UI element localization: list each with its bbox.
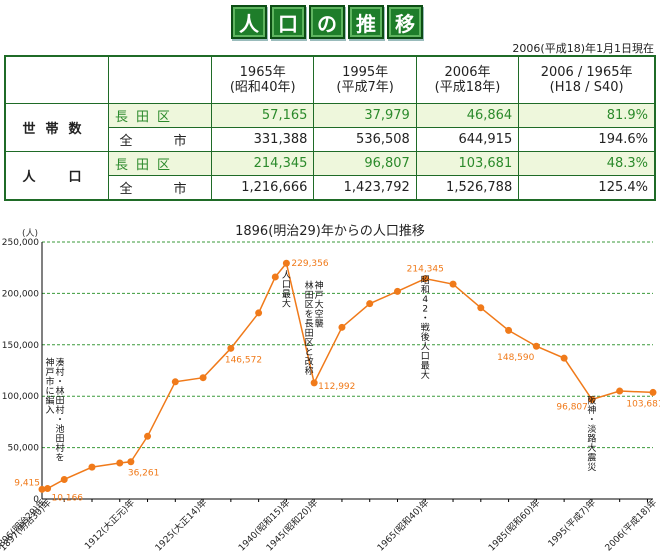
- data-label: 103,681: [626, 399, 660, 409]
- column-header: 1995年 (平成7年): [313, 55, 417, 104]
- data-label: 229,356: [291, 259, 328, 269]
- as-of-date: 2006(平成18)年1月1日現在: [512, 42, 654, 55]
- table-cell: 57,165: [210, 103, 315, 128]
- table-cell: 1,216,666: [210, 175, 315, 201]
- population-table: 1965年 (昭和40年) 1995年 (平成7年) 2006年 (平成18年) 20…: [4, 55, 656, 201]
- y-tick-label: 250,000: [2, 238, 39, 248]
- data-label: 214,345: [407, 265, 444, 275]
- title-char-tile: 人: [231, 5, 267, 39]
- data-point: [560, 354, 568, 362]
- area-label: 全 市: [108, 127, 212, 152]
- data-point: [649, 388, 657, 396]
- population-line: [41, 261, 654, 491]
- table-row: 全 市 1,216,666 1,423,792 1,526,788 125.4%: [5, 175, 656, 201]
- data-point: [449, 280, 457, 288]
- title-char-tile: 口: [270, 5, 306, 39]
- data-point: [282, 259, 290, 267]
- table-cell: 96,807: [313, 151, 417, 176]
- data-point: [88, 463, 96, 471]
- data-point: [338, 323, 346, 331]
- data-label: 146,572: [225, 355, 262, 365]
- data-point: [227, 344, 235, 352]
- table-header-row: 1965年 (昭和40年) 1995年 (平成7年) 2006年 (平成18年) 20…: [4, 55, 656, 104]
- annotation-text: 神戸大空襲: [315, 279, 324, 329]
- data-point: [255, 309, 263, 317]
- data-point: [366, 300, 374, 308]
- y-axis-label: (人): [22, 228, 38, 239]
- data-point: [271, 273, 279, 281]
- data-label: 9,415: [14, 478, 40, 488]
- y-tick-label: 200,000: [2, 289, 39, 299]
- table-row: 人 口 長田区 214,345 96,807 103,681 48.3%: [4, 151, 656, 201]
- area-label: 長田区: [108, 151, 212, 176]
- annotation-text: 昭和 4 2 ・戦後人口最大: [421, 275, 430, 381]
- y-tick-label: 0: [33, 495, 39, 505]
- table-cell: 331,388: [210, 127, 315, 152]
- x-tick-label: 1897(明治30)年: [0, 497, 54, 554]
- y-tick-label: 50,000: [8, 444, 40, 454]
- data-label: 36,261: [128, 469, 160, 479]
- data-point: [588, 395, 596, 403]
- data-label: 96,807: [556, 402, 588, 412]
- column-header: 1965年 (昭和40年): [210, 55, 315, 104]
- x-tick-label: 1912(大正元)年: [82, 497, 137, 552]
- group-label-households: 世帯数: [4, 103, 109, 152]
- x-tick-label: 2006(平成18)年: [602, 497, 659, 554]
- table-cell: 125.4%: [518, 175, 656, 201]
- chart-title: 1896(明治29)年からの人口推移: [235, 224, 425, 239]
- data-point: [616, 387, 624, 395]
- data-label: 148,590: [497, 353, 534, 363]
- table-cell: 536,508: [313, 127, 417, 152]
- table-cell: 48.3%: [518, 151, 656, 176]
- annotation-text: 林田区を長田区と改称: [305, 279, 314, 377]
- table-cell: 103,681: [415, 151, 520, 176]
- table-cell: 46,864: [415, 103, 520, 128]
- table-cell: 214,345: [210, 151, 315, 176]
- table-cell: 1,526,788: [415, 175, 520, 201]
- x-tick-label: 1995(平成7)年: [545, 497, 598, 550]
- x-tick-label: 1925(大正14)年: [152, 497, 209, 554]
- y-tick-label: 150,000: [2, 341, 39, 351]
- page-title: 人口の推移: [231, 5, 423, 39]
- group-label-population: 人 口: [4, 151, 109, 201]
- column-header: 2006年 (平成18年): [415, 55, 520, 104]
- data-label: 112,992: [318, 382, 355, 392]
- data-point: [199, 374, 207, 382]
- annotation-text: 湊村・林田村・池田村を: [55, 356, 64, 463]
- table-row: 世帯数 長田区 57,165 37,979 46,864 81.9%: [4, 103, 656, 152]
- column-header: 2006 / 1965年 (H18 / S40): [518, 55, 656, 104]
- data-point: [393, 287, 401, 295]
- x-tick-label: 1985(昭和60)年: [486, 497, 543, 554]
- y-tick-label: 100,000: [2, 392, 39, 402]
- annotation-text: 人口最大: [282, 270, 291, 310]
- annotation-text: 阪神・淡路大震災: [587, 395, 596, 473]
- table-cell: 81.9%: [518, 103, 656, 128]
- x-tick-label: 1940(昭和15)年: [236, 497, 293, 554]
- data-point: [421, 275, 429, 283]
- data-point: [477, 304, 485, 312]
- title-char-tile: の: [309, 5, 345, 39]
- title-char-tile: 移: [387, 5, 423, 39]
- table-cell: 37,979: [313, 103, 417, 128]
- data-point: [310, 379, 318, 387]
- data-point: [171, 378, 179, 386]
- data-point: [505, 326, 513, 334]
- area-label: 長田区: [108, 103, 212, 128]
- data-point: [44, 485, 52, 493]
- annotation-text: 神戸市に編入: [45, 356, 54, 416]
- data-point: [144, 432, 152, 440]
- title-char-tile: 推: [348, 5, 384, 39]
- data-point: [38, 485, 46, 493]
- data-point: [532, 342, 540, 350]
- data-point: [116, 459, 124, 467]
- table-cell: 194.6%: [518, 127, 656, 152]
- x-tick-label: 1965(昭和40)年: [375, 497, 432, 554]
- data-point: [127, 458, 135, 466]
- data-label: 10,166: [52, 494, 84, 504]
- data-point: [60, 475, 68, 483]
